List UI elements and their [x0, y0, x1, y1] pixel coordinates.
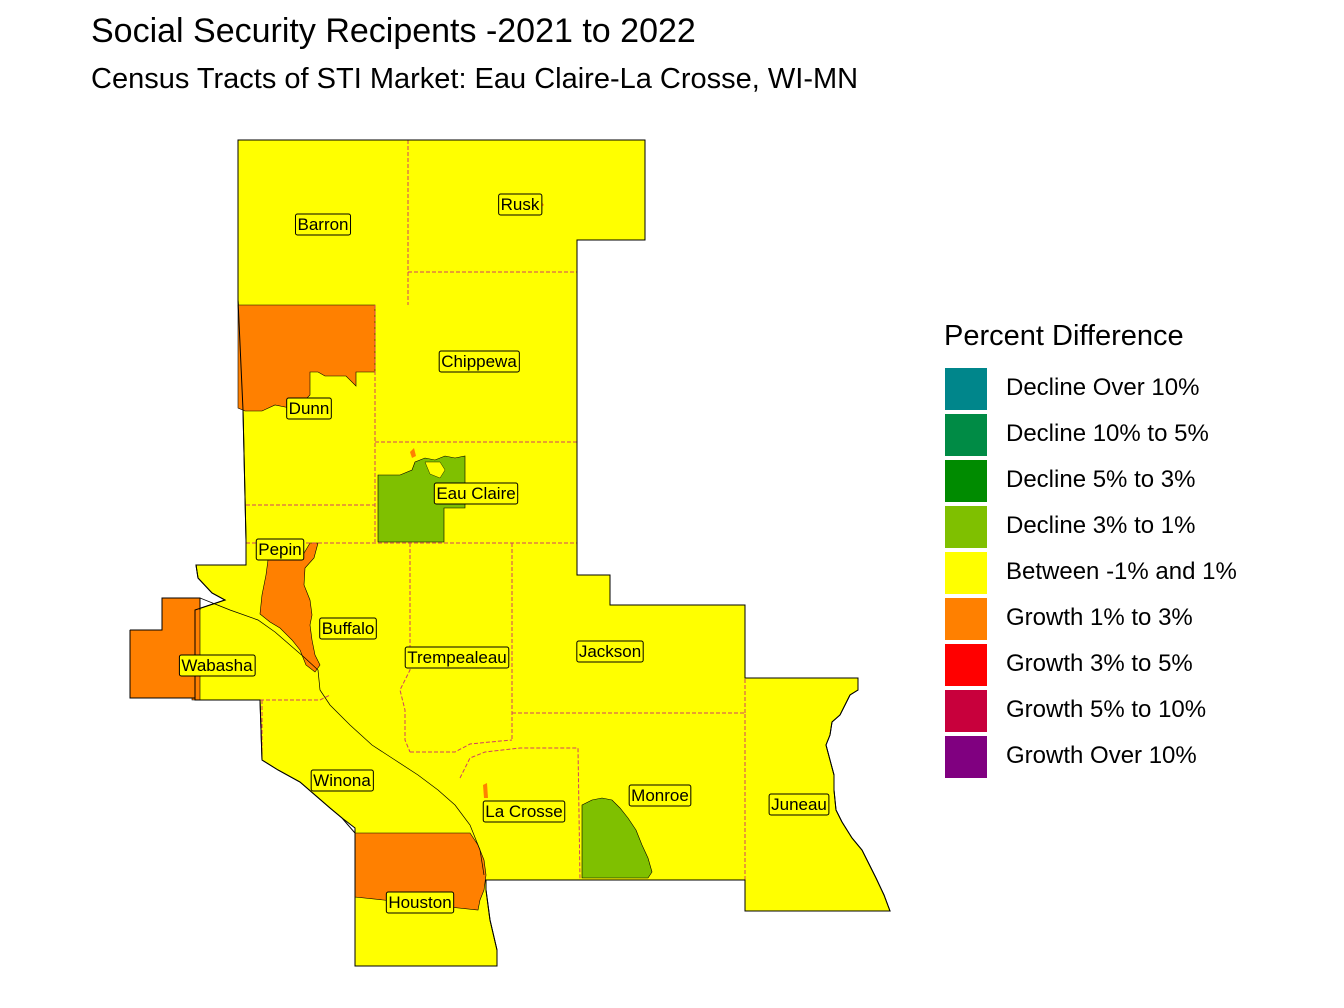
- legend-swatch: [945, 598, 987, 640]
- legend-label: Decline Over 10%: [1006, 374, 1200, 401]
- svg-text:Rusk: Rusk: [501, 195, 540, 214]
- tract-eau-claire-decline: [377, 455, 466, 543]
- legend-swatch: [945, 368, 987, 410]
- legend-label: Growth 3% to 5%: [1006, 650, 1193, 677]
- legend-items: Decline Over 10% Decline 10% to 5% Decline…: [944, 367, 1237, 781]
- county-label-wabasha: Wabasha: [178, 654, 256, 677]
- wabasha-outline: [129, 597, 201, 699]
- legend-item: Growth 5% to 10%: [944, 689, 1206, 735]
- svg-text:Eau Claire: Eau Claire: [436, 484, 515, 503]
- legend: Percent Difference Decline Over 10% Decli…: [944, 320, 1237, 781]
- svg-text:Juneau: Juneau: [771, 795, 827, 814]
- svg-text:Houston: Houston: [388, 893, 451, 912]
- county-label-buffalo: Buffalo: [319, 617, 377, 640]
- tract-monroe-decline: [581, 797, 653, 879]
- legend-label: Between -1% and 1%: [1006, 558, 1237, 585]
- county-label-rusk: Rusk: [498, 193, 543, 216]
- county-label-pepin: Pepin: [255, 538, 305, 561]
- legend-item: Growth 3% to 5%: [944, 643, 1193, 689]
- legend-label: Growth 5% to 10%: [1006, 696, 1207, 723]
- legend-swatch: [945, 736, 987, 778]
- county-label-trempealeau: Trempealeau: [404, 646, 510, 669]
- svg-text:Monroe: Monroe: [631, 786, 689, 805]
- map-subtitle: Census Tracts of STI Market: Eau Claire-…: [91, 63, 859, 95]
- county-label-monroe: Monroe: [628, 784, 692, 807]
- svg-text:Wabasha: Wabasha: [181, 656, 253, 675]
- county-label-eau-claire: Eau Claire: [433, 482, 519, 505]
- legend-item: Growth Over 10%: [944, 735, 1197, 781]
- svg-text:Trempealeau: Trempealeau: [407, 648, 507, 667]
- svg-text:Jackson: Jackson: [579, 642, 641, 661]
- county-label-juneau: Juneau: [768, 793, 830, 816]
- tract-la-crosse-speck: [483, 783, 488, 798]
- market-outline: [194, 139, 891, 967]
- legend-item: Decline 5% to 3%: [944, 459, 1195, 505]
- legend-item: Decline Over 10%: [944, 367, 1199, 413]
- legend-title: Percent Difference: [944, 320, 1184, 352]
- county-label-dunn: Dunn: [286, 397, 332, 420]
- legend-item: Between -1% and 1%: [944, 551, 1237, 597]
- legend-item: Decline 3% to 1%: [944, 505, 1195, 551]
- legend-swatch: [945, 460, 987, 502]
- map-title: Social Security Recipents -2021 to 2022: [91, 12, 696, 50]
- county-label-jackson: Jackson: [576, 640, 644, 663]
- tract-buffalo-west: [259, 542, 321, 673]
- svg-text:Pepin: Pepin: [258, 540, 301, 559]
- tract-eau-claire-small: [424, 461, 446, 479]
- legend-label: Decline 3% to 1%: [1006, 512, 1196, 539]
- svg-text:Barron: Barron: [297, 215, 348, 234]
- legend-label: Decline 10% to 5%: [1006, 420, 1209, 447]
- svg-text:Winona: Winona: [313, 771, 371, 790]
- county-labels: Barron Rusk Chippewa Dunn Eau Claire Pepin Buf…: [178, 193, 830, 914]
- county-label-barron: Barron: [294, 213, 352, 236]
- legend-swatch: [945, 552, 987, 594]
- legend-label: Growth 1% to 3%: [1006, 604, 1193, 631]
- tract-eau-claire-speck: [410, 448, 416, 458]
- legend-swatch: [945, 690, 987, 732]
- svg-text:La Crosse: La Crosse: [485, 802, 562, 821]
- tract-dunn-north: [237, 304, 376, 412]
- tract-wabasha-west: [129, 597, 201, 701]
- county-label-la-crosse: La Crosse: [482, 800, 566, 823]
- svg-text:Chippewa: Chippewa: [441, 352, 517, 371]
- county-label-houston: Houston: [385, 891, 455, 914]
- svg-text:Dunn: Dunn: [289, 399, 330, 418]
- legend-swatch: [945, 414, 987, 456]
- mississippi-river: [199, 597, 485, 876]
- county-label-winona: Winona: [310, 769, 374, 792]
- legend-label: Decline 5% to 3%: [1006, 466, 1196, 493]
- svg-text:Buffalo: Buffalo: [322, 619, 375, 638]
- legend-swatch: [945, 644, 987, 686]
- legend-label: Growth Over 10%: [1006, 742, 1197, 769]
- county-label-chippewa: Chippewa: [438, 350, 520, 373]
- legend-item: Decline 10% to 5%: [944, 413, 1209, 459]
- legend-swatch: [945, 506, 987, 548]
- legend-item: Growth 1% to 3%: [944, 597, 1193, 643]
